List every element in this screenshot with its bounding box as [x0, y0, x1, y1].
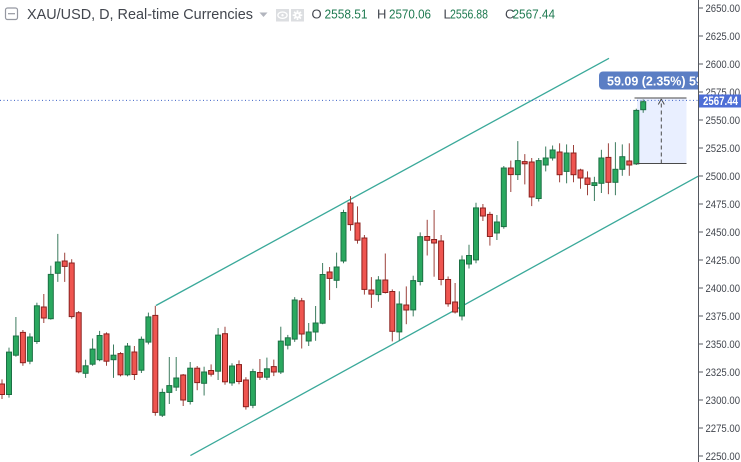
- svg-text:2350.00: 2350.00: [706, 339, 741, 351]
- svg-text:2300.00: 2300.00: [706, 395, 741, 407]
- svg-text:2450.00: 2450.00: [706, 227, 741, 239]
- svg-text:2425.00: 2425.00: [706, 255, 741, 267]
- svg-text:59.09 (2.35%) 59: 59.09 (2.35%) 59: [607, 75, 703, 89]
- svg-text:L: L: [444, 7, 451, 22]
- svg-text:2600.00: 2600.00: [706, 59, 741, 71]
- svg-text:2570.06: 2570.06: [389, 7, 431, 22]
- svg-text:O: O: [312, 7, 322, 22]
- svg-text:2475.00: 2475.00: [706, 199, 741, 211]
- svg-text:2275.00: 2275.00: [706, 423, 741, 435]
- svg-text:2400.00: 2400.00: [706, 283, 741, 295]
- svg-text:2500.00: 2500.00: [706, 171, 741, 183]
- svg-text:XAU/USD, D, Real-time Currenci: XAU/USD, D, Real-time Currencies: [27, 6, 253, 23]
- svg-text:2525.00: 2525.00: [706, 143, 741, 155]
- svg-text:2650.00: 2650.00: [706, 3, 741, 15]
- svg-text:2250.00: 2250.00: [706, 451, 741, 462]
- svg-text:2567.44: 2567.44: [513, 7, 556, 22]
- svg-text:2558.51: 2558.51: [325, 7, 368, 22]
- svg-text:2625.00: 2625.00: [706, 31, 741, 43]
- svg-text:2325.00: 2325.00: [706, 367, 741, 379]
- svg-text:2556.88: 2556.88: [450, 7, 488, 22]
- svg-text:H: H: [377, 7, 386, 22]
- svg-text:C: C: [505, 7, 514, 22]
- svg-text:2550.00: 2550.00: [706, 115, 741, 127]
- svg-text:2375.00: 2375.00: [706, 311, 741, 323]
- svg-text:2567.44: 2567.44: [703, 96, 739, 108]
